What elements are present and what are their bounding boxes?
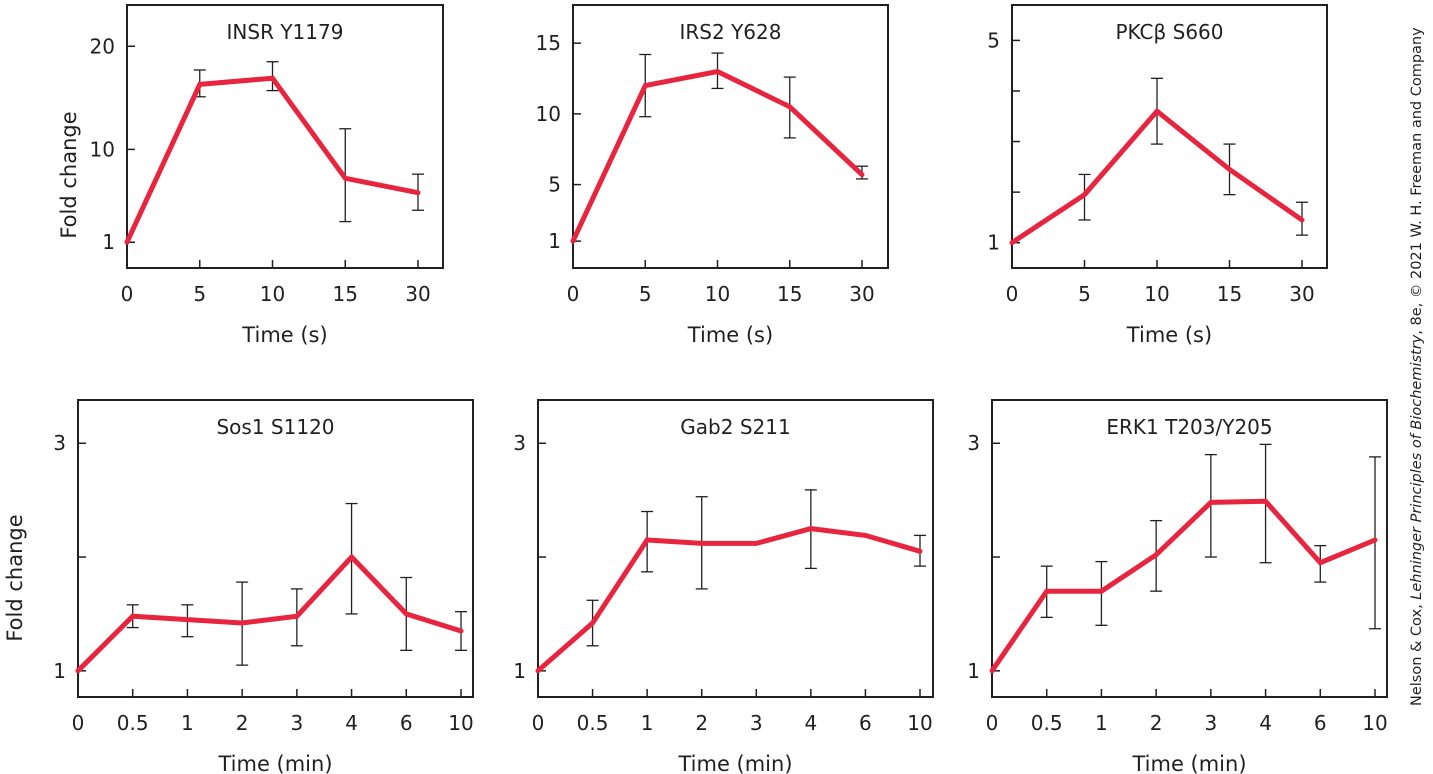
y-tick-label: 1 (53, 659, 66, 683)
y-axis-title: Fold change (57, 111, 81, 238)
panel-title: ERK1 T203/Y205 (1106, 415, 1272, 439)
x-tick-label: 3 (1204, 711, 1217, 735)
x-axis-title: Time (s) (241, 323, 327, 347)
series-line (124, 75, 421, 245)
y-tick-label: 5 (548, 173, 561, 197)
x-tick-label: 4 (1259, 711, 1272, 735)
x-tick-label: 10 (1362, 711, 1387, 735)
series-line (570, 68, 865, 244)
y-tick-label: 1 (102, 230, 115, 254)
x-tick-label: 30 (405, 282, 430, 306)
y-tick-label: 3 (967, 431, 980, 455)
x-tick-label: 0.5 (1031, 711, 1063, 735)
x-tick-label: 10 (907, 711, 932, 735)
plot-frame (1011, 4, 1328, 269)
x-tick-label: 0 (1006, 282, 1019, 306)
x-tick-label: 6 (859, 711, 872, 735)
chart-panel-4: 0 0.5 1 2 3 4 6 10 1 3 Sos1 S1120 Time (min) Fold ch… (3, 399, 474, 774)
x-tick-label: 3 (750, 711, 763, 735)
x-axis-title: Time (min) (677, 752, 792, 774)
x-tick-label: 4 (804, 711, 817, 735)
x-axis-title: Time (min) (217, 752, 332, 774)
y-tick-label: 15 (536, 31, 561, 55)
y-tick-label: 1 (513, 659, 526, 683)
plot-frame (77, 399, 474, 698)
panel-title: INSR Y1179 (227, 20, 344, 44)
credit-prefix: Nelson & Cox, (1409, 600, 1425, 706)
x-tick-label: 6 (1314, 711, 1327, 735)
y-tick-label: 10 (536, 102, 561, 126)
error-bar (1369, 456, 1381, 630)
x-axis-title: Time (s) (1126, 323, 1212, 347)
y-tick-label: 20 (90, 34, 115, 58)
x-tick-label: 0.5 (577, 711, 609, 735)
x-tick-label: 15 (1217, 282, 1242, 306)
copyright-credit: Nelson & Cox, Lehninger Principles of Bi… (1409, 27, 1425, 706)
series-line (989, 498, 1378, 674)
y-tick-label: 3 (53, 431, 66, 455)
series-line (535, 526, 923, 674)
plot-frame (991, 399, 1388, 698)
x-tick-label: 0 (532, 711, 545, 735)
x-tick-label: 1 (1095, 711, 1108, 735)
x-tick-label: 6 (400, 711, 413, 735)
x-tick-label: 3 (290, 711, 303, 735)
x-tick-label: 10 (1144, 282, 1169, 306)
x-tick-label: 2 (1150, 711, 1163, 735)
y-tick-label: 1 (967, 659, 980, 683)
panel-title: IRS2 Y628 (680, 20, 782, 44)
y-tick-label: 1 (987, 231, 1000, 255)
y-tick-label: 1 (548, 229, 561, 253)
x-tick-label: 15 (777, 282, 802, 306)
x-tick-label: 10 (705, 282, 730, 306)
x-tick-label: 0.5 (117, 711, 149, 735)
credit-suffix: , 8e, © 2021 W. H. Freeman and Company (1409, 27, 1425, 335)
chart-panel-5: 0 0.5 1 2 3 4 6 10 1 3 Gab2 S211 Time (min) (513, 399, 934, 774)
x-tick-label: 10 (448, 711, 473, 735)
x-tick-label: 4 (345, 711, 358, 735)
panel-title: Gab2 S211 (680, 415, 790, 439)
x-tick-label: 1 (641, 711, 654, 735)
x-tick-label: 0 (72, 711, 85, 735)
plot-frame (572, 4, 889, 269)
plot-frame (126, 4, 444, 269)
credit-book-title: Lehninger Principles of Biochemistry (1409, 334, 1425, 599)
x-tick-label: 0 (567, 282, 580, 306)
x-tick-label: 30 (849, 282, 874, 306)
panel-title: PKCβ S660 (1115, 20, 1223, 44)
x-tick-label: 5 (1078, 282, 1091, 306)
y-tick-label: 10 (90, 137, 115, 161)
plot-frame (537, 399, 934, 698)
x-tick-label: 0 (986, 711, 999, 735)
x-tick-label: 5 (193, 282, 206, 306)
y-axis-title: Fold change (3, 514, 27, 641)
chart-panel-1: 0 5 10 15 30 1 10 20 INSR Y1179 Time (s) Fold chan… (57, 4, 444, 347)
x-tick-label: 30 (1289, 282, 1314, 306)
x-tick-label: 1 (181, 711, 194, 735)
x-tick-label: 15 (333, 282, 358, 306)
x-tick-label: 2 (695, 711, 708, 735)
series-line (75, 553, 464, 674)
x-tick-label: 10 (260, 282, 285, 306)
chart-panel-6: 0 0.5 1 2 3 4 6 10 1 3 ERK1 T203/Y205 Time (min) (967, 399, 1388, 774)
y-tick-label: 3 (513, 431, 526, 455)
panel-title: Sos1 S1120 (216, 415, 334, 439)
x-axis-title: Time (min) (1131, 752, 1246, 774)
y-tick-label: 5 (987, 28, 1000, 52)
x-axis-title: Time (s) (687, 323, 773, 347)
x-tick-label: 2 (236, 711, 249, 735)
x-tick-label: 0 (121, 282, 134, 306)
x-tick-label: 5 (639, 282, 652, 306)
